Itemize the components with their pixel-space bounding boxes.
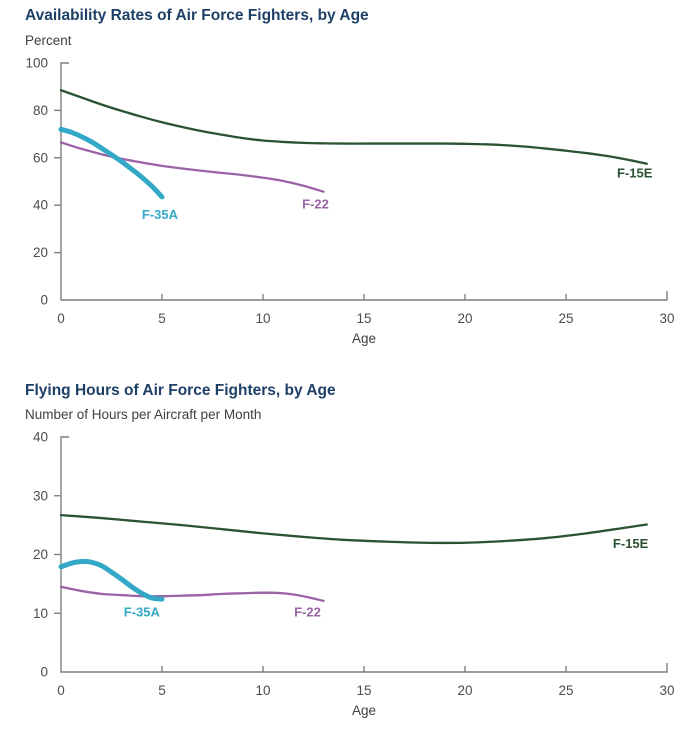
x-tick-label: 15 [356,683,371,698]
x-axis-title: Age [352,703,376,718]
series-line-f-15e [59,513,648,545]
y-tick-label: 80 [33,103,48,118]
availability-chart: 0 20 40 60 80 100 0 5 10 15 20 25 30 Age F-15E F-22 F-35… [25,56,674,347]
chart-subtitle-availability: Percent [25,33,72,48]
x-tick-label: 20 [457,683,472,698]
x-tick-label: 25 [558,683,573,698]
chart-title-flying-hours: Flying Hours of Air Force Fighters, by A… [25,382,336,399]
series-line-f-35a [58,126,165,200]
series-label-f-15e: F-15E [617,166,653,181]
series-label-f-22: F-22 [302,197,329,212]
x-tick-label: 20 [457,311,472,326]
y-tick-label: 30 [33,488,48,503]
x-tick-label: 10 [255,311,270,326]
series-label-f-15e: F-15E [613,536,649,551]
x-tick-label: 30 [659,683,674,698]
x-tick-label: 0 [57,683,65,698]
x-tick-label: 5 [158,311,166,326]
x-tick-label: 5 [158,683,166,698]
y-tick-label: 0 [40,665,48,680]
x-tick-label: 10 [255,683,270,698]
axes [60,62,668,301]
x-tick-label: 30 [659,311,674,326]
x-tick-label: 25 [558,311,573,326]
y-tick-label: 100 [25,56,48,71]
series-label-f-35a: F-35A [124,605,161,620]
flying-hours-chart-section: Flying Hours of Air Force Fighters, by A… [0,370,690,731]
y-tick-label: 0 [40,293,48,308]
y-tick-label: 40 [33,430,48,445]
chart-subtitle-flying-hours: Number of Hours per Aircraft per Month [25,407,262,422]
y-tick-label: 10 [33,606,48,621]
flying-hours-chart: 0 10 20 30 40 0 5 10 15 20 25 30 Age F-15E F-22 F-35A [33,430,675,719]
x-tick-label: 0 [57,311,65,326]
axes [60,436,668,673]
y-tick-label: 40 [33,198,48,213]
series-label-f-22: F-22 [294,605,321,620]
series-line-f-35a [58,558,165,602]
series-line-f-22 [59,141,325,193]
y-tick-label: 60 [33,150,48,165]
availability-chart-section: Availability Rates of Air Force Fighters… [25,7,675,347]
x-axis-title: Age [352,331,376,346]
series-line-f-22 [59,585,325,603]
chart-title-availability: Availability Rates of Air Force Fighters… [25,7,369,24]
series-line-f-15e [59,89,648,165]
y-tick-label: 20 [33,547,48,562]
series-label-f-35a: F-35A [142,207,179,222]
y-tick-label: 20 [33,245,48,260]
x-tick-label: 15 [356,311,371,326]
